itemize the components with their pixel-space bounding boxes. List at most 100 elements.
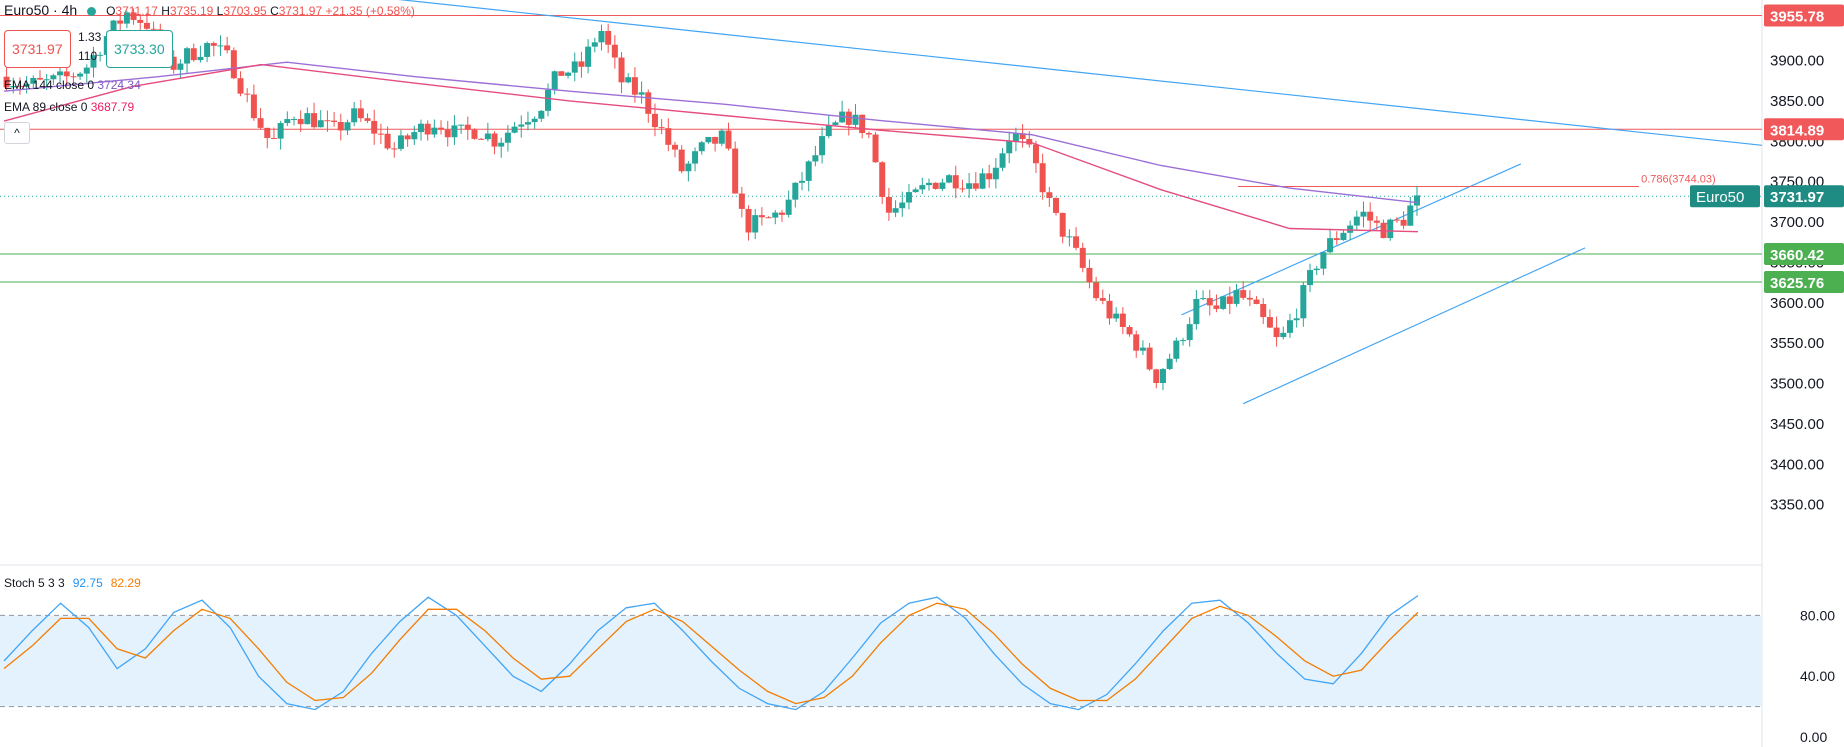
- sell-button[interactable]: 3731.97: [4, 30, 71, 68]
- symbol-title[interactable]: Euro50 · 4h: [4, 2, 78, 18]
- change-value: +21.35 (+0.58%): [325, 4, 415, 18]
- price-axis-tick: 3600.00: [1770, 295, 1824, 312]
- candle-body: [23, 83, 30, 87]
- candle-body: [250, 94, 257, 119]
- candle-body: [825, 124, 832, 137]
- candle-body: [805, 161, 812, 181]
- collapse-legend-icon[interactable]: ^: [4, 122, 30, 144]
- candle-body: [872, 134, 879, 163]
- candle-body: [324, 120, 331, 122]
- candle-body: [611, 44, 618, 58]
- candle-body: [1387, 219, 1394, 239]
- channel-lower-line: [1242, 247, 1586, 405]
- candle-body: [50, 75, 57, 80]
- candle-body: [43, 79, 50, 81]
- candle-body: [130, 12, 137, 20]
- candle-body: [297, 118, 304, 125]
- chart-legend: Euro50 · 4h O3711.17 H3735.19 L3703.95 C…: [4, 2, 415, 18]
- candle-body: [1340, 232, 1347, 241]
- candle-body: [605, 30, 612, 45]
- price-tag-label: 3625.76: [1770, 275, 1824, 292]
- candle-body: [36, 77, 43, 80]
- candle-body: [712, 136, 719, 144]
- candle-body: [1353, 216, 1360, 226]
- candle-body: [177, 63, 184, 70]
- candle-body: [959, 188, 966, 190]
- candle-body: [1367, 211, 1374, 221]
- candle-body: [1133, 334, 1140, 351]
- candle-body: [1240, 290, 1247, 298]
- candle-body: [792, 182, 799, 200]
- candle-body: [1327, 238, 1334, 253]
- candle-body: [518, 124, 525, 127]
- candle-body: [1220, 296, 1227, 309]
- candle-body: [778, 212, 785, 215]
- candle-body: [1159, 369, 1166, 384]
- candle-body: [545, 89, 552, 111]
- ema89-value: 3687.79: [90, 100, 135, 114]
- candle-body: [758, 215, 765, 218]
- stoch-axis-tick: 80.00: [1800, 607, 1835, 623]
- candle-body: [665, 128, 672, 145]
- candle-body: [357, 108, 364, 119]
- price-tag-last: [1764, 185, 1844, 208]
- candle-body: [210, 43, 217, 46]
- candle-body: [384, 133, 391, 149]
- candle-body: [264, 127, 271, 138]
- candle-body: [1226, 296, 1233, 304]
- candle-body: [1119, 313, 1126, 327]
- price-axis-tick: 3400.00: [1770, 456, 1824, 473]
- price-tag-support: [1764, 242, 1844, 265]
- candle-body: [1273, 327, 1280, 338]
- candle-body: [926, 182, 933, 186]
- candle-body: [551, 71, 558, 90]
- candle-body: [1347, 225, 1354, 233]
- candle-body: [678, 149, 685, 172]
- candle-body: [137, 19, 144, 23]
- candle-body: [331, 120, 338, 122]
- candle-body: [986, 173, 993, 180]
- ema144-legend[interactable]: EMA 144 close 0 3724.34: [4, 78, 141, 92]
- candle-body: [458, 124, 465, 126]
- candle-body: [1313, 268, 1320, 271]
- candle-body: [672, 144, 679, 150]
- price-axis-tick: 3700.00: [1770, 214, 1824, 231]
- candle-body: [1173, 340, 1180, 359]
- ema89-legend[interactable]: EMA 89 close 0 3687.79: [4, 100, 135, 114]
- candle-body: [290, 118, 297, 120]
- candle-body: [1280, 332, 1287, 338]
- price-axis-tick: 3850.00: [1770, 93, 1824, 110]
- buy-button[interactable]: 3733.30: [106, 30, 173, 68]
- candle-body: [184, 48, 191, 64]
- candle-body: [123, 12, 130, 24]
- candle-body: [972, 183, 979, 189]
- candle-body: [511, 126, 518, 133]
- ema89-line: [3, 63, 1419, 233]
- candle-body: [1139, 347, 1146, 351]
- candle-body: [1113, 313, 1120, 319]
- candle-body: [1146, 347, 1153, 370]
- stoch-k-value: 92.75: [72, 576, 103, 590]
- candle-body: [859, 114, 866, 134]
- candle-body: [832, 122, 839, 125]
- candle-body: [304, 113, 311, 125]
- stoch-legend[interactable]: Stoch 5 3 3 92.75 82.29: [4, 576, 141, 590]
- candle-body: [1286, 320, 1293, 333]
- candle-body: [1166, 358, 1173, 370]
- candle-body: [598, 30, 605, 43]
- candle-body: [77, 73, 84, 77]
- candle-body: [110, 20, 117, 37]
- ohlc-values: O3711.17 H3735.19 L3703.95 C3731.97 +21.…: [106, 4, 415, 18]
- candle-body: [444, 129, 451, 138]
- candle-body: [979, 173, 986, 189]
- candle-body: [531, 118, 538, 123]
- candle-body: [1233, 290, 1240, 304]
- spread-bottom: 110: [78, 49, 98, 63]
- candle-body: [1046, 192, 1053, 198]
- candle-body: [1360, 211, 1367, 217]
- price-axis-tick: 3450.00: [1770, 416, 1824, 433]
- candle-body: [558, 71, 565, 76]
- candle-body: [718, 130, 725, 144]
- candle-body: [1059, 212, 1066, 237]
